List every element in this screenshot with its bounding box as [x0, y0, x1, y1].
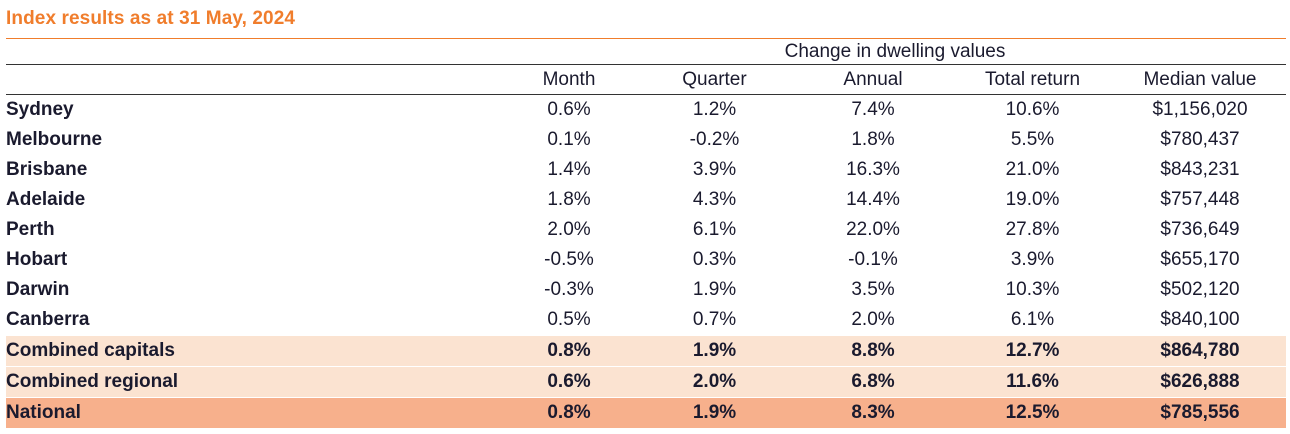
table-row: Perth 2.0% 6.1% 22.0% 27.8% $736,649: [6, 215, 1286, 245]
cell-total-return: 3.9%: [1010, 249, 1055, 270]
cell-median-value: $736,649: [1160, 219, 1240, 240]
table-title: Index results as at 31 May, 2024: [6, 8, 296, 29]
cell-annual: 16.3%: [846, 159, 900, 180]
table-row: National 0.8% 1.9% 8.3% 12.5% $785,556: [6, 397, 1286, 428]
row-label: Brisbane: [6, 159, 88, 180]
column-header-quarter: Quarter: [634, 65, 795, 95]
cell-quarter: 1.9%: [692, 279, 737, 300]
cell-median-value: $1,156,020: [1152, 99, 1248, 120]
cell-month: -0.5%: [544, 249, 594, 270]
cell-quarter: 1.2%: [692, 99, 737, 120]
cell-month: 0.6%: [547, 99, 591, 120]
cell-annual: 6.8%: [795, 366, 951, 398]
cell-month: 1.4%: [547, 159, 591, 180]
column-header-row: Month Quarter Annual Total return Median…: [6, 65, 1286, 95]
row-label: Perth: [6, 219, 55, 240]
table-row: Darwin -0.3% 1.9% 3.5% 10.3% $502,120: [6, 275, 1286, 305]
cell-median-value: $864,780: [1114, 335, 1286, 367]
cell-median-value: $785,556: [1114, 397, 1286, 428]
cell-total-return: 12.5%: [951, 397, 1114, 428]
cell-total-return: 5.5%: [1010, 129, 1055, 150]
row-label: Combined capitals: [6, 335, 504, 367]
cell-month: -0.3%: [544, 279, 594, 300]
table-row: Adelaide 1.8% 4.3% 14.4% 19.0% $757,448: [6, 185, 1286, 215]
cell-month: 0.8%: [504, 397, 634, 428]
cell-annual: 1.8%: [851, 129, 895, 150]
table-row: Melbourne 0.1% -0.2% 1.8% 5.5% $780,437: [6, 125, 1286, 155]
table-row: Combined regional 0.6% 2.0% 6.8% 11.6% $626,8…: [6, 366, 1286, 398]
column-header-median-value: Median value: [1114, 65, 1286, 95]
cell-total-return: 21.0%: [1005, 159, 1060, 180]
cell-quarter: 0.3%: [692, 249, 737, 270]
group-header-divider: [6, 64, 1286, 65]
cell-quarter: 2.0%: [634, 366, 795, 398]
table-row: Hobart -0.5% 0.3% -0.1% 3.9% $655,170: [6, 245, 1286, 275]
column-header-annual: Annual: [795, 65, 951, 95]
cell-quarter: 1.9%: [634, 335, 795, 367]
cell-quarter: 1.9%: [634, 397, 795, 428]
column-header-month: Month: [504, 65, 634, 95]
cell-annual: -0.1%: [848, 249, 898, 270]
cell-quarter: 3.9%: [692, 159, 737, 180]
cell-annual: 2.0%: [851, 309, 895, 330]
table-body: Sydney 0.6% 1.2% 7.4% 10.6% $1,156,020 Melbour…: [6, 95, 1286, 428]
cell-total-return: 6.1%: [1010, 309, 1055, 330]
row-label: Combined regional: [6, 366, 504, 398]
cell-total-return: 11.6%: [951, 366, 1114, 398]
cell-total-return: 10.3%: [1005, 279, 1060, 300]
column-header-total-return: Total return: [951, 65, 1114, 95]
row-label: National: [6, 397, 504, 428]
cell-month: 0.8%: [504, 335, 634, 367]
cell-quarter: 0.7%: [692, 309, 737, 330]
table-row: Combined capitals 0.8% 1.9% 8.8% 12.7% $864,7…: [6, 335, 1286, 367]
cell-median-value: $757,448: [1160, 189, 1240, 210]
cell-annual: 22.0%: [846, 219, 900, 240]
cell-month: 0.5%: [547, 309, 591, 330]
cell-month: 2.0%: [547, 219, 591, 240]
cell-total-return: 12.7%: [951, 335, 1114, 367]
row-label: Hobart: [6, 249, 68, 270]
group-header: Change in dwelling values: [784, 41, 1006, 62]
cell-annual: 3.5%: [851, 279, 895, 300]
cell-median-value: $843,231: [1160, 159, 1240, 180]
cell-month: 0.6%: [504, 366, 634, 398]
results-table: Month Quarter Annual Total return Median…: [6, 65, 1286, 428]
table-row: Brisbane 1.4% 3.9% 16.3% 21.0% $843,231: [6, 155, 1286, 185]
row-label: Canberra: [6, 309, 90, 330]
cell-quarter: 6.1%: [692, 219, 737, 240]
cell-annual: 14.4%: [846, 189, 900, 210]
cell-median-value: $780,437: [1160, 129, 1240, 150]
cell-total-return: 19.0%: [1005, 189, 1060, 210]
cell-month: 1.8%: [547, 189, 591, 210]
cell-median-value: $655,170: [1160, 249, 1240, 270]
cell-median-value: $840,100: [1160, 309, 1240, 330]
cell-median-value: $502,120: [1160, 279, 1240, 300]
cell-quarter: 4.3%: [692, 189, 737, 210]
cell-quarter: -0.2%: [689, 129, 740, 150]
table-row: Canberra 0.5% 0.7% 2.0% 6.1% $840,100: [6, 305, 1286, 336]
title-divider: [6, 38, 1286, 39]
cell-annual: 8.8%: [795, 335, 951, 367]
cell-annual: 8.3%: [795, 397, 951, 428]
cell-total-return: 10.6%: [1005, 99, 1060, 120]
cell-month: 0.1%: [547, 129, 591, 150]
cell-median-value: $626,888: [1114, 366, 1286, 398]
row-label: Sydney: [6, 99, 74, 120]
column-header-region: [6, 65, 504, 95]
row-label: Melbourne: [6, 129, 103, 150]
cell-annual: 7.4%: [851, 99, 895, 120]
cell-total-return: 27.8%: [1005, 219, 1060, 240]
row-label: Darwin: [6, 279, 70, 300]
row-label: Adelaide: [6, 189, 86, 210]
table-row: Sydney 0.6% 1.2% 7.4% 10.6% $1,156,020: [6, 95, 1286, 126]
